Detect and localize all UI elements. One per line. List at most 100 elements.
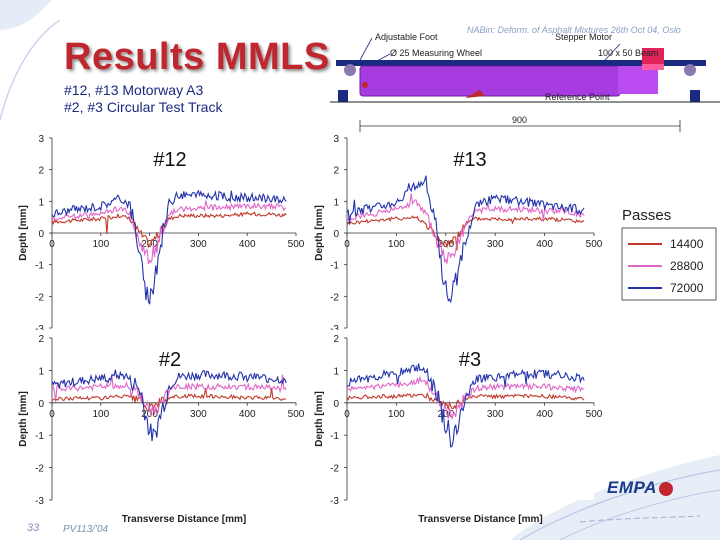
x-tick-label: 400 [239, 239, 256, 250]
x-tick-label: 500 [586, 409, 603, 420]
series-line-28800 [51, 374, 287, 417]
x-axis-label: Transverse Distance [mm] [418, 514, 543, 525]
x-tick-label: 300 [487, 409, 504, 420]
top-rail [336, 60, 706, 66]
y-axis-label: Depth [mm] [314, 205, 325, 261]
x-tick-label: 200 [141, 409, 158, 420]
series-line-72000 [51, 369, 287, 442]
label-measuring-wheel: Ø 25 Measuring Wheel [390, 48, 482, 58]
x-tick-label: 100 [388, 239, 405, 250]
label-reference-point: Reference Point [545, 92, 610, 102]
x-tick-label: 100 [388, 409, 405, 420]
y-tick-label: -2 [330, 464, 339, 475]
logo-text: EMPA [607, 478, 657, 497]
x-axis-label: Transverse Distance [mm] [122, 514, 247, 525]
y-tick-label: -1 [35, 431, 44, 442]
y-tick-label: 1 [333, 197, 339, 208]
x-tick-label: 0 [49, 409, 55, 420]
y-axis-label: Depth [mm] [314, 391, 325, 447]
x-tick-label: 0 [49, 239, 55, 250]
y-tick-label: 0 [38, 229, 44, 240]
y-tick-label: 1 [333, 366, 339, 377]
reference-point-marker [465, 90, 485, 98]
y-tick-label: 3 [333, 134, 339, 145]
left-knob [344, 64, 356, 76]
series-line-28800 [346, 375, 585, 420]
y-tick-label: -2 [35, 292, 44, 303]
plot-area [347, 338, 594, 500]
x-tick-label: 300 [190, 409, 207, 420]
y-tick-label: 2 [38, 334, 44, 345]
y-tick-label: -3 [35, 496, 44, 507]
y-tick-label: -2 [35, 464, 44, 475]
y-tick-label: 0 [333, 399, 339, 410]
y-tick-label: -1 [35, 261, 44, 272]
x-tick-label: 400 [239, 409, 256, 420]
x-tick-label: 400 [536, 239, 553, 250]
x-tick-label: 500 [288, 409, 305, 420]
x-tick-label: 300 [487, 239, 504, 250]
y-tick-label: 0 [38, 399, 44, 410]
x-tick-label: 200 [437, 409, 454, 420]
y-tick-label: 1 [38, 197, 44, 208]
chart-title: #3 [459, 349, 481, 371]
series-line-72000 [346, 175, 585, 304]
x-tick-label: 500 [288, 239, 305, 250]
left-foot [338, 90, 348, 102]
y-tick-label: 2 [38, 166, 44, 177]
x-tick-label: 300 [190, 239, 207, 250]
legend-title: Passes [622, 207, 671, 224]
conference-note: NABin: Deform. of Asphalt Mixtures 26th … [467, 25, 681, 35]
measuring-wheel [362, 82, 368, 88]
chart-title: #2 [159, 349, 181, 371]
right-foot [690, 90, 700, 102]
chart-title: #13 [453, 149, 486, 171]
y-axis-label: Depth [mm] [18, 205, 29, 261]
label-stepper-motor: Stepper Motor [555, 32, 612, 42]
x-tick-label: 500 [586, 239, 603, 250]
chart-title: #12 [153, 149, 186, 171]
leader-adjustable-foot [359, 37, 373, 61]
series-line-72000 [51, 189, 287, 305]
subtitle-line-2: #2, #3 Circular Test Track [64, 99, 223, 115]
y-tick-label: -2 [330, 292, 339, 303]
y-tick-label: -1 [330, 261, 339, 272]
right-knob [684, 64, 696, 76]
logo-mark [658, 481, 673, 496]
series-line-72000 [346, 363, 585, 448]
y-tick-label: -1 [330, 431, 339, 442]
legend-box [621, 227, 717, 301]
slide-title: Results MMLS [64, 36, 330, 78]
plot-area [52, 338, 296, 500]
x-tick-label: 100 [92, 409, 109, 420]
chart-3: 2 1 0 -1 -2 -3 0 100 200 300 400 500 #3 Depth [mm] Tra… [314, 334, 603, 525]
label-length: 900 [512, 115, 527, 125]
x-tick-label: 0 [344, 409, 350, 420]
x-tick-label: 400 [536, 409, 553, 420]
subtitle-line-1: #12, #13 Motorway A3 [64, 82, 204, 98]
y-tick-label: -3 [330, 496, 339, 507]
document-code: PV113/'04 [63, 524, 109, 535]
label-adjustable-foot: Adjustable Foot [375, 32, 438, 42]
x-tick-label: 0 [344, 239, 350, 250]
series-line-14400 [51, 211, 287, 249]
empa-logo: EMPA [607, 478, 673, 498]
stepper-motor-box [642, 48, 664, 64]
chart-2: 2 1 0 -1 -2 -3 0 100 200 300 400 500 #2 Depth [mm] Tra… [18, 334, 305, 525]
legend-label-28800: 28800 [670, 259, 704, 273]
legend: Passes 14400 28800 72000 [621, 207, 717, 301]
stepper-motor-base [642, 64, 664, 70]
y-tick-label: -3 [35, 324, 44, 330]
y-tick-label: -3 [330, 324, 339, 330]
series-line-14400 [51, 387, 287, 412]
y-tick-label: 0 [333, 229, 339, 240]
y-tick-label: 1 [38, 366, 44, 377]
y-tick-label: 3 [38, 134, 44, 145]
y-tick-label: 2 [333, 334, 339, 345]
page-number: 33 [27, 522, 40, 534]
y-axis-label: Depth [mm] [18, 391, 29, 447]
label-beam: 100 x 50 Beam [598, 48, 659, 58]
measurement-apparatus-diagram: Adjustable Foot Stepper Motor Ø 25 Measu… [330, 32, 720, 132]
